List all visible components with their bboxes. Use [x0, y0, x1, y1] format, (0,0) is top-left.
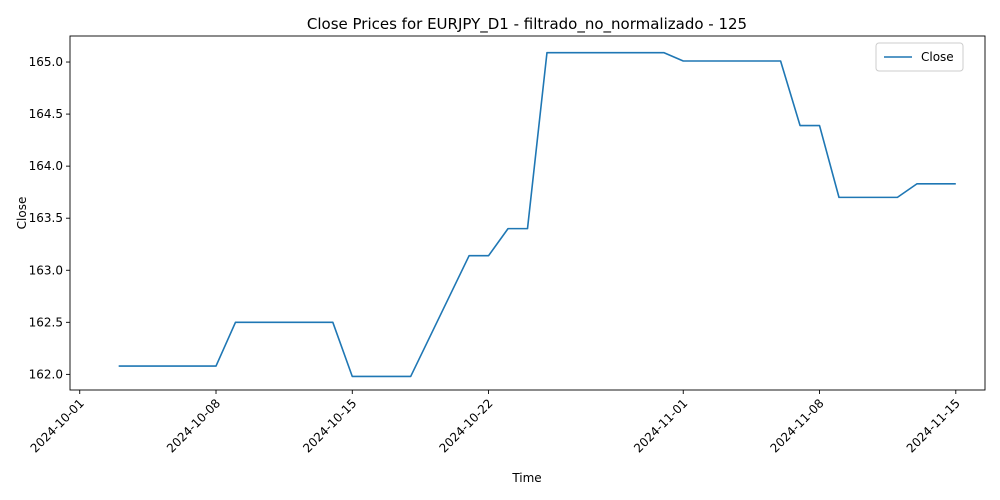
- plot-frame: [69, 35, 986, 391]
- y-tick-label: 163.0: [29, 263, 63, 277]
- y-tick-label: 162.0: [29, 367, 63, 381]
- legend-label: Close: [921, 50, 954, 64]
- x-tick-label: 2024-11-08: [767, 396, 826, 455]
- plot-area: 162.0 162.5 163.0 163.5 164.0 164.5 165.0 2024-…: [28, 35, 986, 455]
- chart-title: Close Prices for EURJPY_D1 - filtrado_no…: [307, 15, 747, 34]
- x-tick-label: 2024-10-08: [164, 396, 223, 455]
- y-axis-title: Close: [15, 197, 29, 230]
- legend-box: [875, 42, 964, 72]
- y-tick-label: 164.0: [29, 159, 63, 173]
- legend: Close: [875, 42, 964, 72]
- x-axis-title: Time: [511, 471, 541, 485]
- y-tick-label: 163.5: [29, 211, 63, 225]
- x-tick-label: 2024-11-15: [904, 396, 963, 455]
- x-tick-label: 2024-10-22: [436, 396, 495, 455]
- x-tick-label: 2024-11-01: [631, 396, 690, 455]
- x-tick-label: 2024-10-01: [28, 396, 87, 455]
- series-line-close: [118, 51, 956, 378]
- y-tick-label: 165.0: [29, 55, 63, 69]
- y-tick-label: 164.5: [29, 107, 63, 121]
- y-tick-label: 162.5: [29, 315, 63, 329]
- x-tick-label: 2024-10-15: [300, 396, 359, 455]
